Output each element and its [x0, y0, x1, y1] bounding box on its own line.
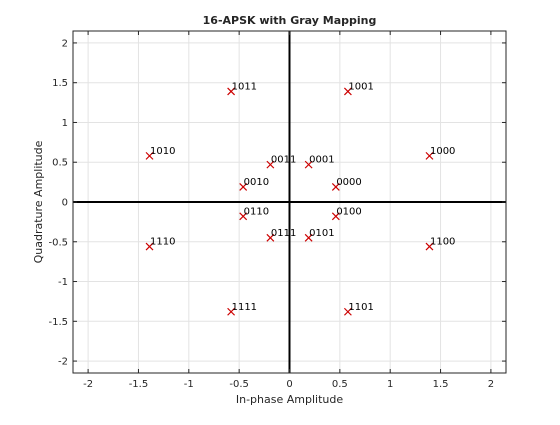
data-point: 1011 — [227, 81, 257, 96]
data-point: 0111 — [266, 228, 296, 242]
y-tick-label: 2 — [62, 38, 68, 49]
y-tick-label: 1.5 — [52, 78, 68, 89]
x-marker-stroke — [145, 242, 154, 251]
y-axis-ticks: 2 1.5 1 0.5 0 -0.5 -1 -1.5 -2 — [48, 38, 506, 368]
x-marker-stroke — [304, 160, 313, 169]
y-axis-label: Quadrature Amplitude — [32, 140, 45, 263]
data-point: 1111 — [227, 302, 257, 316]
point-label: 0101 — [309, 228, 334, 239]
point-label: 1110 — [150, 237, 175, 248]
y-tick-label: 1 — [62, 118, 68, 129]
data-point: 1000 — [425, 146, 455, 160]
x-marker-stroke — [343, 307, 352, 316]
point-label: 1010 — [150, 146, 175, 157]
x-axis-ticks: -2 -1.5 -1 -0.5 0 0.5 1 1.5 2 — [83, 31, 494, 390]
x-axis-label: In-phase Amplitude — [236, 393, 343, 406]
data-point: 1100 — [425, 237, 455, 251]
x-marker-stroke — [239, 182, 248, 191]
x-tick-label: 1 — [387, 379, 393, 390]
x-tick-label: -1 — [184, 379, 194, 390]
x-tick-label: -1.5 — [129, 379, 149, 390]
data-point: 0001 — [304, 155, 335, 169]
x-marker-stroke — [266, 160, 275, 169]
point-label: 0110 — [244, 206, 269, 217]
point-label: 1100 — [430, 237, 455, 248]
x-marker-stroke — [227, 87, 236, 96]
point-label: 0011 — [271, 155, 296, 166]
point-label: 1101 — [348, 302, 373, 313]
data-point: 0110 — [239, 206, 269, 221]
x-marker-stroke — [145, 151, 154, 160]
point-label: 1111 — [232, 302, 257, 313]
data-point: 0010 — [239, 177, 269, 191]
x-marker-stroke — [239, 212, 248, 221]
y-tick-label: -1 — [58, 277, 68, 288]
point-label: 1001 — [348, 81, 373, 92]
y-tick-label: -1.5 — [48, 317, 68, 328]
data-point: 1110 — [145, 237, 175, 251]
x-marker-stroke — [331, 212, 340, 221]
x-marker-stroke — [425, 151, 434, 160]
y-tick-label: 0 — [62, 198, 68, 209]
data-point: 1010 — [145, 146, 175, 160]
point-label: 0100 — [336, 206, 361, 217]
chart-title: 16-APSK with Gray Mapping — [203, 14, 377, 27]
data-point: 0100 — [331, 206, 362, 221]
y-tick-label: -0.5 — [48, 237, 68, 248]
point-label: 0000 — [336, 177, 361, 188]
x-marker-stroke — [227, 307, 236, 316]
point-label: 1011 — [232, 81, 257, 92]
y-tick-label: 0.5 — [52, 158, 68, 169]
x-tick-label: 0 — [286, 379, 292, 390]
x-tick-label: 1.5 — [433, 379, 449, 390]
data-point: 1101 — [343, 302, 374, 316]
x-marker-stroke — [304, 233, 313, 242]
x-marker-stroke — [331, 182, 340, 191]
zero-axes — [73, 31, 506, 373]
x-marker-stroke — [425, 242, 434, 251]
data-point: 1001 — [343, 81, 374, 96]
x-tick-label: 2 — [488, 379, 494, 390]
x-tick-label: -2 — [83, 379, 93, 390]
point-label: 1000 — [430, 146, 455, 157]
x-marker-stroke — [343, 87, 352, 96]
data-point: 0011 — [266, 155, 296, 169]
x-tick-label: 0.5 — [332, 379, 348, 390]
x-marker-stroke — [266, 233, 275, 242]
point-label: 0001 — [309, 155, 334, 166]
point-label: 0010 — [244, 177, 269, 188]
x-tick-label: -0.5 — [229, 379, 249, 390]
data-point: 0000 — [331, 177, 362, 191]
point-label: 0111 — [271, 228, 296, 239]
data-point: 0101 — [304, 228, 335, 242]
y-tick-label: -2 — [58, 357, 68, 368]
